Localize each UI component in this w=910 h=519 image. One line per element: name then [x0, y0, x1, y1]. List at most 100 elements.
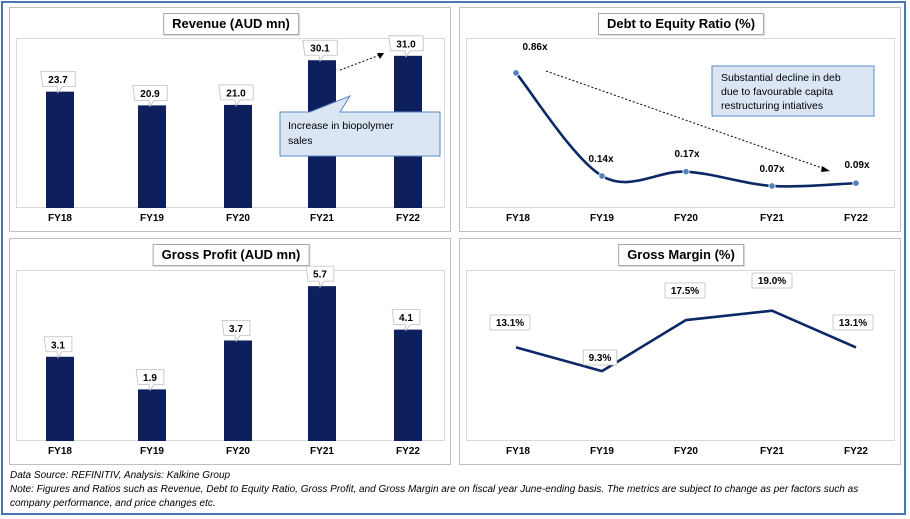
- x-tick-fy20: FY20: [226, 213, 250, 224]
- data-label-fy22-box: [388, 35, 424, 58]
- gross-profit-chart-title: Gross Profit (AUD mn): [152, 244, 310, 266]
- x-tick-fy18: FY18: [506, 213, 530, 224]
- x-tick-fy21: FY21: [760, 446, 784, 457]
- annotation-callout: Increase in biopolymer sales: [279, 94, 441, 157]
- data-label-fy22: 31.0: [396, 39, 416, 50]
- gross-profit-chart: 3.1 FY18 1.9 FY19 3.7 FY20 5.7 FY21 4.1 FY22: [43, 265, 422, 457]
- data-label-fy20-callout: 21.0: [218, 84, 254, 107]
- data-label-fy20-callout: 3.7: [221, 320, 251, 343]
- data-label-fy19-callout: 1.9: [135, 368, 165, 392]
- x-tick-fy22: FY22: [396, 213, 420, 224]
- bar-fy22: [394, 329, 422, 441]
- x-tick-fy20: FY20: [674, 213, 698, 224]
- data-label-fy21: 19.0%: [758, 276, 786, 287]
- annotation-line-2: due to favourable capita: [721, 86, 833, 98]
- data-label-box-fy18: [489, 314, 531, 331]
- data-source-note: Data Source: REFINITIV, Analysis: Kalkin…: [10, 470, 231, 481]
- data-label-fy22-callout: 4.1: [391, 309, 421, 332]
- revenue-chart: 23.7 FY18 20.9 FY19 21.0 FY20 30.1 FY21 31.0 FY22…: [40, 35, 441, 224]
- data-label-fy22: 0.09x: [844, 160, 869, 171]
- data-label-fy18-box: [43, 336, 73, 359]
- data-label-fy22-callout: 31.0: [388, 35, 424, 58]
- data-label-fy19: 9.3%: [589, 353, 612, 364]
- x-tick-fy19: FY19: [590, 446, 614, 457]
- data-label-fy18: 23.7: [48, 75, 68, 86]
- x-tick-fy22: FY22: [844, 446, 868, 457]
- data-label-fy21-callout: 30.1: [302, 39, 338, 63]
- annotation-line-2: sales: [288, 135, 313, 147]
- annotation-arrow-line: [545, 70, 823, 169]
- bar-fy21: [308, 286, 336, 441]
- x-tick-fy21: FY21: [310, 446, 334, 457]
- data-label-fy22: 4.1: [399, 313, 413, 324]
- data-label-fy19: 0.14x: [588, 154, 613, 165]
- gross-profit-panel: 3.1 FY18 1.9 FY19 3.7 FY20 5.7 FY21 4.1 FY22 Gros…: [9, 238, 451, 465]
- x-tick-fy20: FY20: [674, 446, 698, 457]
- bar-fy19: [138, 389, 166, 441]
- data-label-box-fy20: [664, 282, 706, 299]
- point-fy18: [512, 69, 520, 77]
- debt-equity-chart: FY18 FY19 FY20 FY21 FY22 0.86x 0.14x 0.17x 0.07x…: [506, 42, 875, 224]
- data-label-fy21: 5.7: [313, 270, 327, 281]
- x-tick-fy19: FY19: [140, 446, 164, 457]
- point-fy21: [768, 182, 776, 190]
- fiscal-year-note: Note: Figures and Ratios such as Revenue…: [10, 484, 859, 509]
- data-label-fy20-box: [218, 84, 254, 107]
- data-label-fy19-callout: 20.9: [132, 85, 168, 108]
- data-label-fy20: 21.0: [226, 88, 246, 99]
- gross-margin-chart: FY18 FY19 FY20 FY21 FY22 13.1% 9.3% 17.5% 19.0% 1…: [489, 272, 874, 457]
- bar-fy20: [224, 104, 252, 208]
- annotation-arrow-line: [339, 54, 381, 71]
- annotation-line-1: Substantial decline in deb: [721, 72, 841, 84]
- data-label-fy19: 20.9: [140, 89, 160, 100]
- annotation-line-3: restructuring intiatives: [721, 100, 823, 112]
- x-tick-fy22: FY22: [844, 213, 868, 224]
- data-label-fy21-callout: 5.7: [305, 265, 335, 289]
- data-label-fy18-box: [40, 71, 76, 94]
- x-tick-fy22: FY22: [396, 446, 420, 457]
- bar-fy18: [46, 91, 74, 208]
- series-line: [515, 309, 857, 373]
- x-tick-fy19: FY19: [590, 213, 614, 224]
- bar-fy18: [46, 356, 74, 441]
- gross-margin-plot-area: [466, 270, 895, 441]
- bar-fy20: [224, 340, 252, 441]
- point-fy22: [852, 179, 860, 187]
- bar-fy19: [138, 105, 166, 208]
- data-label-fy20: 17.5%: [671, 286, 699, 297]
- x-tick-fy21: FY21: [310, 213, 334, 224]
- debt-equity-chart-title: Debt to Equity Ratio (%): [597, 13, 765, 35]
- annotation-arrow-head: [377, 53, 384, 59]
- annotation-box: [279, 94, 441, 157]
- x-tick-fy20: FY20: [226, 446, 250, 457]
- x-tick-fy19: FY19: [140, 213, 164, 224]
- annotation-box: [711, 65, 875, 117]
- point-fy19: [598, 172, 606, 180]
- gross-margin-panel: FY18 FY19 FY20 FY21 FY22 13.1% 9.3% 17.5% 19.0% 1…: [459, 238, 901, 465]
- x-tick-fy18: FY18: [506, 446, 530, 457]
- data-label-fy18-callout: 3.1: [43, 336, 73, 359]
- data-label-fy20-box: [221, 320, 251, 343]
- data-label-fy19-box: [132, 85, 168, 108]
- data-label-fy18: 13.1%: [496, 318, 524, 329]
- x-tick-fy18: FY18: [48, 446, 72, 457]
- data-label-fy22-box: [391, 309, 421, 332]
- point-fy20: [682, 168, 690, 176]
- data-label-fy18: 0.86x: [522, 42, 547, 53]
- data-label-fy21-box: [305, 265, 335, 289]
- data-label-fy20: 0.17x: [674, 149, 699, 160]
- data-label-fy21: 30.1: [310, 44, 330, 55]
- data-label-fy22: 13.1%: [839, 318, 867, 329]
- gross-margin-chart-title: Gross Margin (%): [618, 244, 744, 266]
- x-tick-fy18: FY18: [48, 213, 72, 224]
- data-label-box-fy19: [582, 349, 618, 366]
- data-label-fy18-callout: 23.7: [40, 71, 76, 94]
- data-label-fy21-box: [302, 39, 338, 63]
- annotation-line-1: Increase in biopolymer: [288, 120, 394, 132]
- revenue-chart-title: Revenue (AUD mn): [163, 13, 299, 35]
- data-label-fy19-box: [135, 368, 165, 392]
- revenue-panel: 23.7 FY18 20.9 FY19 21.0 FY20 30.1 FY21 31.0 FY22…: [9, 7, 451, 232]
- debt-equity-panel: FY18 FY19 FY20 FY21 FY22 0.86x 0.14x 0.17x 0.07x…: [459, 7, 901, 232]
- data-label-box-fy21: [751, 272, 793, 289]
